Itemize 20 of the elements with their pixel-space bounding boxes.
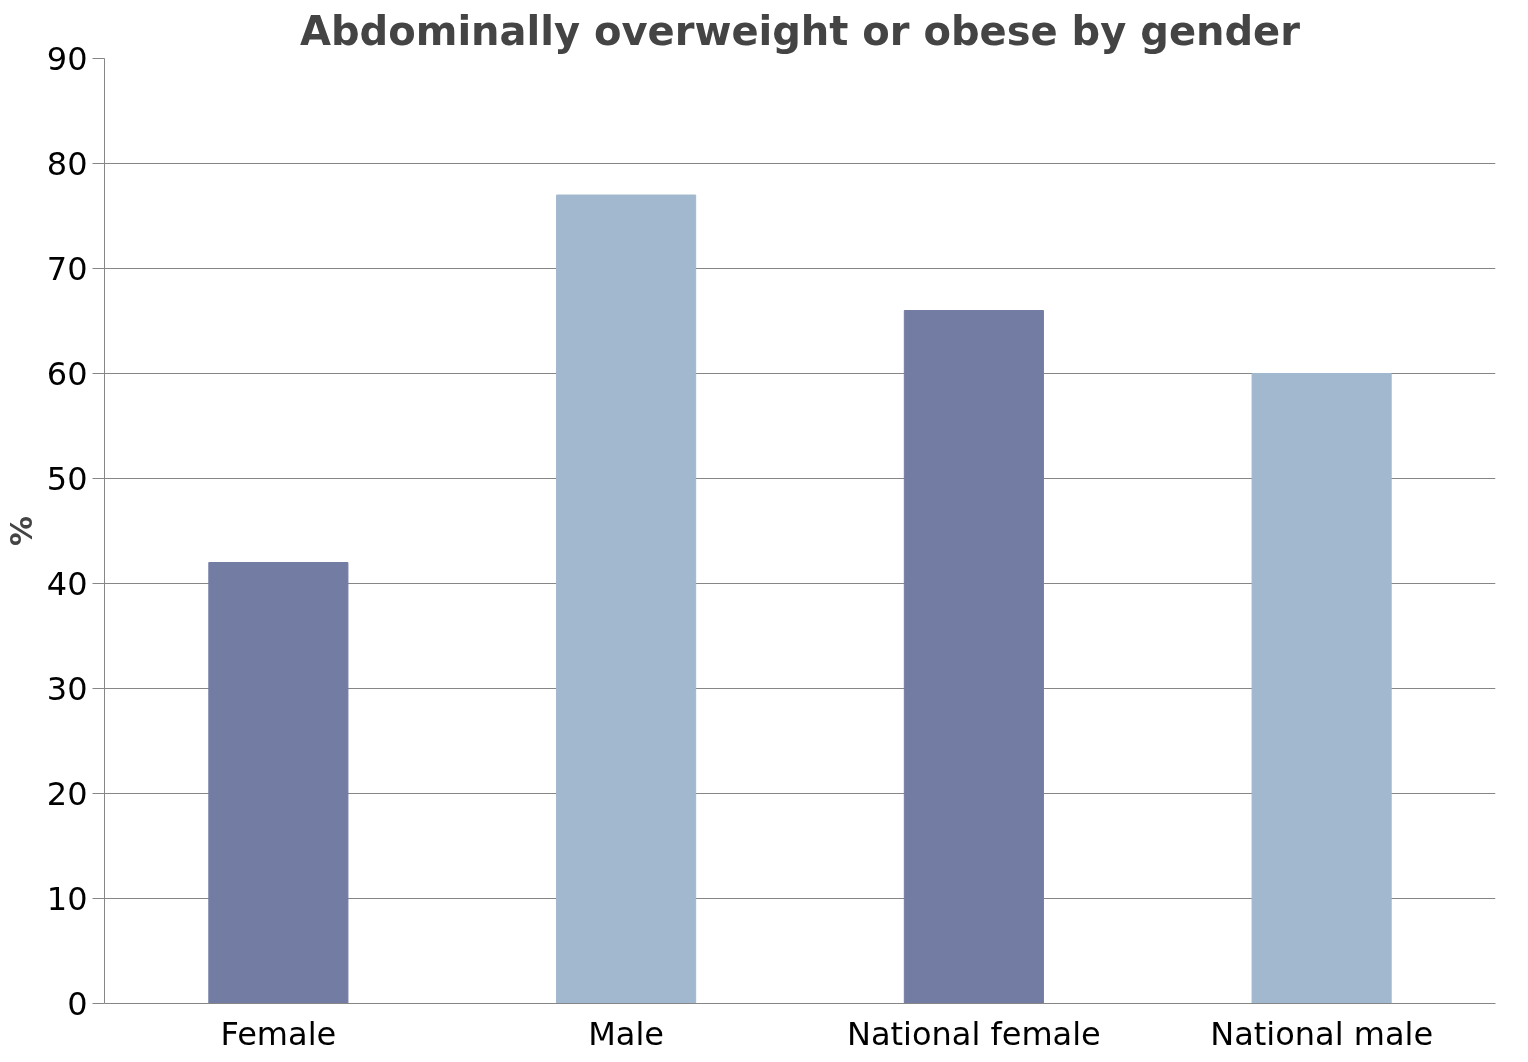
y-tick-label: 40 bbox=[46, 565, 88, 603]
x-tick-label: Male bbox=[588, 1014, 665, 1053]
y-tick-label: 90 bbox=[46, 40, 88, 78]
y-tick-label: 20 bbox=[46, 775, 88, 813]
bar bbox=[208, 562, 349, 1004]
x-tick-label: National female bbox=[846, 1014, 1101, 1053]
x-tick-label: Female bbox=[220, 1014, 337, 1053]
chart-title: Abdominally overweight or obese by gender bbox=[300, 7, 1301, 54]
y-tick-label: 10 bbox=[46, 880, 88, 918]
y-tick-label: 70 bbox=[46, 250, 88, 288]
x-tick-label: National male bbox=[1210, 1014, 1434, 1053]
y-tick-label: 60 bbox=[46, 355, 88, 393]
y-tick-label: 0 bbox=[67, 985, 88, 1023]
bar bbox=[1251, 373, 1392, 1004]
y-axis-title: % bbox=[3, 515, 39, 547]
y-tick-label: 80 bbox=[46, 145, 88, 183]
y-tick-label: 30 bbox=[46, 670, 88, 708]
bar bbox=[556, 194, 697, 1004]
bar bbox=[903, 310, 1044, 1004]
y-tick-label: 50 bbox=[46, 460, 88, 498]
